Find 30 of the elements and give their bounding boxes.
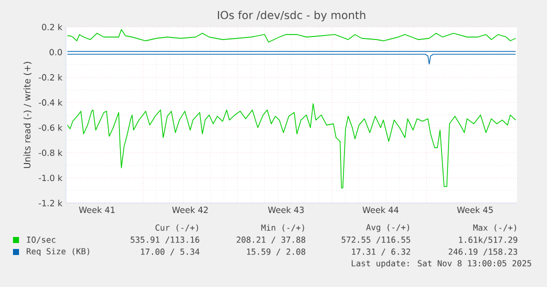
text: 15.59 / 2.08 xyxy=(247,248,306,256)
y-tick-label: 0.0 xyxy=(50,48,62,56)
text: 17.00 / 5.34 xyxy=(141,248,200,256)
y-tick-label: 0.2 k xyxy=(42,24,62,30)
y-axis-title: Units read (-) / write (+) xyxy=(24,62,32,168)
text: 1.61k/517.29 xyxy=(459,236,518,244)
text: Avg (-/+) xyxy=(366,224,410,232)
x-tick-label: Week 45 xyxy=(457,206,493,214)
text: Min (-/+) xyxy=(261,224,304,232)
text: 535.91 /113.16 xyxy=(130,236,200,244)
x-tick-label: Week 42 xyxy=(172,206,208,214)
text: 246.19 /158.23 xyxy=(448,248,518,256)
legend-label: Req Size (KB) xyxy=(26,248,90,256)
y-tick-label: -0.6 k xyxy=(38,124,62,131)
text: Cur (-/+) xyxy=(156,224,198,232)
y-tick-label: -1.0 k xyxy=(38,174,62,182)
x-tick-label: Week 44 xyxy=(362,206,398,214)
y-tick-label: -0.2 k xyxy=(38,74,62,81)
chart-title: IOs for /dev/sdc - by month xyxy=(218,10,366,22)
text: 208.21 / 37.88 xyxy=(236,236,306,244)
x-tick-label: Week 41 xyxy=(79,206,115,214)
text: Last update: Sat Nov 8 13:00:05 2025 xyxy=(352,260,532,268)
text: Max (-/+) xyxy=(473,224,516,232)
text: 572.55 /116.55 xyxy=(342,236,410,244)
y-tick-label: -1.2 k xyxy=(38,200,62,206)
y-tick-label: -0.8 k xyxy=(38,149,62,156)
x-tick-label: Week 43 xyxy=(268,206,304,214)
legend-label: IO/sec xyxy=(27,236,56,244)
y-tick-label: -0.4 k xyxy=(38,99,62,106)
text: 17.31 / 6.32 xyxy=(352,248,410,256)
